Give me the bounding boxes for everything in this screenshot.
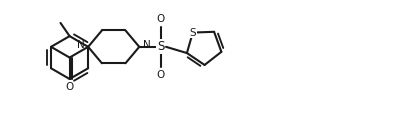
Text: O: O	[157, 70, 165, 80]
Text: N: N	[142, 40, 150, 50]
Text: S: S	[157, 40, 164, 53]
Text: S: S	[190, 28, 196, 38]
Text: O: O	[157, 14, 165, 24]
Text: O: O	[66, 82, 74, 92]
Text: N: N	[77, 40, 85, 50]
